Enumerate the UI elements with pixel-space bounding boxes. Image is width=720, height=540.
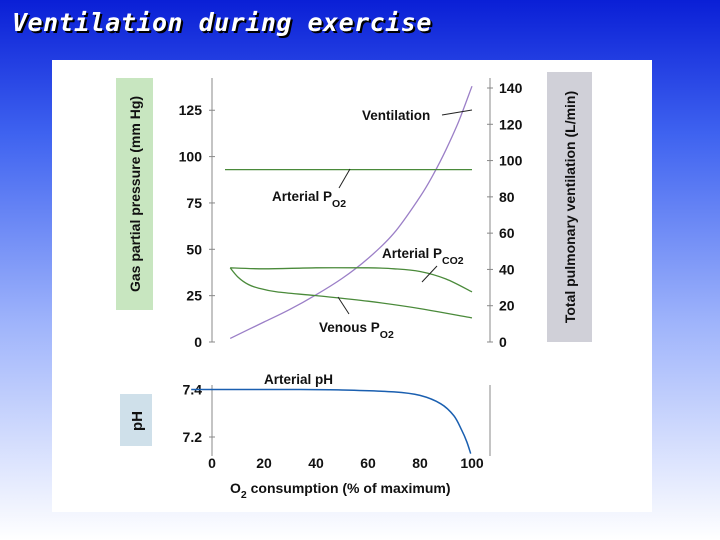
arterial-po2-annotation-sub: O2 xyxy=(332,198,346,210)
right-tick-label: 80 xyxy=(499,189,515,205)
x-axis-title: O2 consumption (% of maximum) xyxy=(230,480,451,501)
left-ticks: 0 25 50 75 100 125 xyxy=(179,102,215,350)
ventilation-leader xyxy=(441,109,473,116)
right-ticks: 0 20 40 60 80 100 120 140 xyxy=(487,80,523,350)
venous-po2-leader xyxy=(337,296,350,315)
ph-axis-label-box xyxy=(120,394,152,446)
ventilation-annotation: Ventilation xyxy=(362,108,430,123)
x-ticks: 0 20 40 60 80 100 xyxy=(208,455,484,471)
venous-po2-annotation-sub: O2 xyxy=(380,329,394,341)
arterial-ph-annotation: Arterial pH xyxy=(264,372,333,387)
x-axis-title-sub: 2 xyxy=(241,489,247,501)
right-axis-title: Total pulmonary ventilation (L/min) xyxy=(562,91,578,323)
series-ventilation-line xyxy=(229,85,473,339)
left-axis-title: Gas partial pressure (mm Hg) xyxy=(127,96,143,292)
series-venous-po2-line xyxy=(229,267,473,319)
right-tick-label: 140 xyxy=(499,80,523,96)
x-tick-label: 20 xyxy=(256,455,272,471)
arterial-pco2-leader xyxy=(421,265,438,283)
left-tick-label: 75 xyxy=(186,195,202,211)
arterial-pco2-annotation-sub: CO2 xyxy=(442,255,464,267)
ph-axis-title: pH xyxy=(129,411,146,431)
chart-svg: Gas partial pressure (mm Hg) Total pulmo… xyxy=(116,72,592,501)
series-arterial-pco2-line xyxy=(230,267,473,293)
arterial-pco2-annotation-main: Arterial P xyxy=(382,246,442,261)
arterial-po2-annotation: Arterial PO2 xyxy=(272,189,346,210)
right-tick-label: 60 xyxy=(499,225,515,241)
right-tick-label: 20 xyxy=(499,298,515,314)
ph-tick-label: 7.2 xyxy=(183,429,203,445)
x-axis-title-main: O xyxy=(230,480,241,496)
arterial-po2-leader xyxy=(338,168,351,189)
x-axis-title-rest: consumption (% of maximum) xyxy=(247,480,451,496)
right-tick-label: 0 xyxy=(499,334,507,350)
arterial-po2-annotation-main: Arterial P xyxy=(272,189,332,204)
x-tick-label: 0 xyxy=(208,455,216,471)
left-tick-label: 0 xyxy=(194,334,202,350)
left-axis-label-box xyxy=(116,78,153,310)
figure-panel: Gas partial pressure (mm Hg) Total pulmo… xyxy=(52,60,652,512)
venous-po2-annotation: Venous PO2 xyxy=(319,320,394,341)
left-tick-label: 50 xyxy=(186,241,202,257)
right-axis-label-box xyxy=(547,72,592,342)
left-tick-label: 100 xyxy=(179,149,203,165)
arterial-pco2-annotation: Arterial PCO2 xyxy=(382,246,464,267)
left-tick-label: 125 xyxy=(179,102,203,118)
venous-po2-annotation-main: Venous P xyxy=(319,320,380,335)
right-tick-label: 40 xyxy=(499,261,515,277)
left-tick-label: 25 xyxy=(186,288,202,304)
series-arterial-ph-line xyxy=(191,388,472,454)
x-tick-label: 60 xyxy=(360,455,376,471)
right-tick-label: 120 xyxy=(499,116,523,132)
x-tick-label: 40 xyxy=(308,455,324,471)
right-tick-label: 100 xyxy=(499,153,523,169)
x-tick-label: 100 xyxy=(460,455,484,471)
ph-ticks: 7.27.4 xyxy=(183,382,215,445)
x-tick-label: 80 xyxy=(412,455,428,471)
slide-title: Ventilation during exercise xyxy=(12,8,432,37)
